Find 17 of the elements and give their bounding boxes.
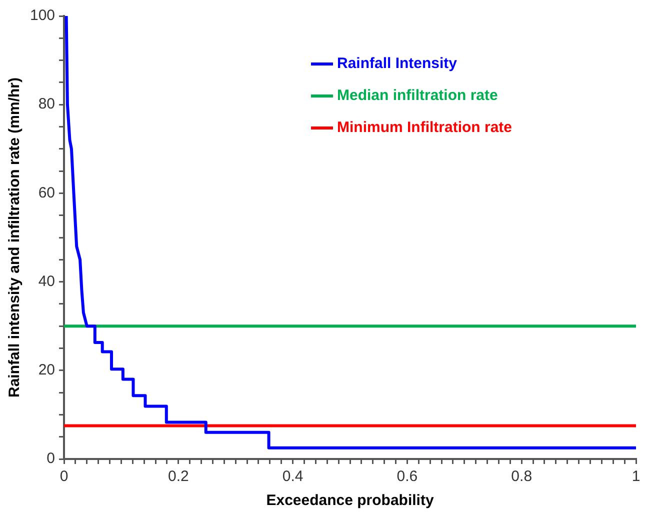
legend-label: Minimum Infiltration rate <box>336 119 512 136</box>
y-tick-label: 0 <box>46 450 56 468</box>
y-tick-label: 20 <box>38 362 56 379</box>
legend-label: Median infiltration rate <box>336 87 498 104</box>
legend-label: Rainfall Intensity <box>336 55 458 72</box>
x-tick-label: 0 <box>60 468 68 486</box>
x-tick-label: 0.2 <box>168 468 189 486</box>
x-tick-label: 0.8 <box>511 468 532 486</box>
y-tick-label: 100 <box>30 7 56 24</box>
x-tick-label: 0.4 <box>282 468 304 486</box>
x-tick-label: 0.6 <box>396 468 418 486</box>
x-axis-title: Exceedance probability <box>266 492 434 510</box>
x-tick-label: 1 <box>632 468 640 486</box>
y-axis-title: Rainfall intensity and infiltration rate (mm/hr) <box>6 77 24 398</box>
y-tick-label: 60 <box>38 184 56 202</box>
y-tick-label: 40 <box>38 272 56 290</box>
y-tick-label: 80 <box>38 96 56 113</box>
